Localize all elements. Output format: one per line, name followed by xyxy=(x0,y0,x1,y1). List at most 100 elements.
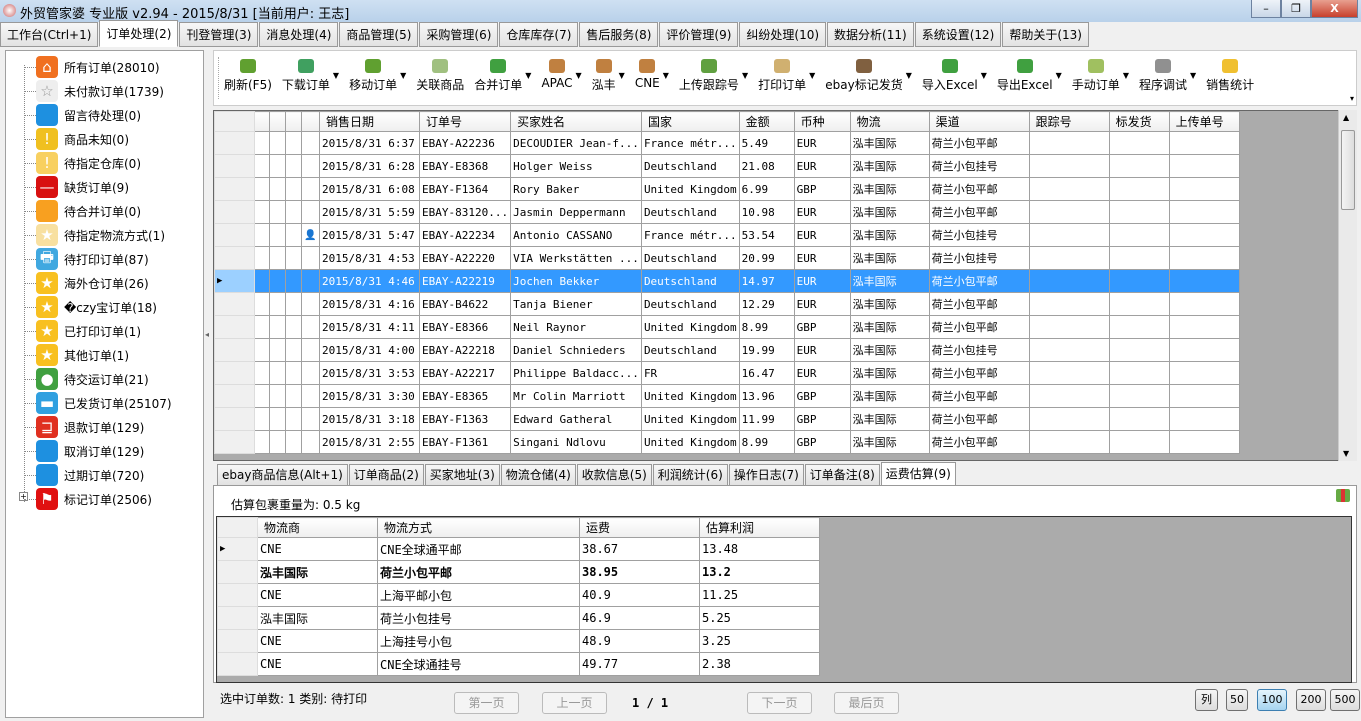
toolbar-button[interactable]: 销售统计 xyxy=(1206,59,1254,93)
table-row[interactable]: 泓丰国际 荷兰小包挂号 46.9 5.25 xyxy=(217,606,820,630)
sidebar-item[interactable]: ⌂ 所有订单(28010) xyxy=(36,55,160,79)
row-selector[interactable] xyxy=(214,430,255,454)
table-row[interactable]: 2015/8/31 4:00 EBAY-A22218 Daniel Schniede… xyxy=(214,338,1240,362)
toolbar-button[interactable]: ebay标记发货 xyxy=(825,59,903,93)
tab-9[interactable]: 纠纷处理(10) xyxy=(739,22,827,47)
expand-icon[interactable]: + xyxy=(19,492,28,501)
sidebar-item[interactable]: ! 商品未知(0) xyxy=(36,127,129,151)
row-selector[interactable]: ▶ xyxy=(217,537,258,561)
detail-tab-6[interactable]: 操作日志(7) xyxy=(728,464,804,486)
row-selector[interactable] xyxy=(217,652,258,676)
row-selector[interactable] xyxy=(214,315,255,339)
table-row[interactable]: 2015/8/31 3:53 EBAY-A22217 Philippe Baldac… xyxy=(214,361,1240,385)
next-page-button[interactable]: 下一页 xyxy=(747,692,812,714)
column-header[interactable]: 物流方式 xyxy=(377,517,580,538)
toolbar-button[interactable]: 打印订单 xyxy=(758,59,806,93)
row-selector[interactable] xyxy=(217,583,258,607)
dropdown-arrow-icon[interactable]: ▼ xyxy=(1122,71,1129,80)
table-row[interactable]: ▶ 2015/8/31 4:46 EBAY-A22219 Jochen Bekker D… xyxy=(214,269,1240,293)
toolbar-overflow-icon[interactable]: ▾ xyxy=(1349,94,1354,103)
tab-8[interactable]: 评价管理(9) xyxy=(659,22,739,47)
row-selector[interactable] xyxy=(214,223,255,247)
row-selector[interactable] xyxy=(214,177,255,201)
toolbar-button[interactable]: 移动订单 xyxy=(349,59,397,93)
table-row[interactable]: CNE CNE全球通挂号 49.77 2.38 xyxy=(217,652,820,676)
column-header[interactable] xyxy=(254,111,270,132)
dropdown-arrow-icon[interactable]: ▼ xyxy=(1055,71,1062,80)
prev-page-button[interactable]: 上一页 xyxy=(542,692,607,714)
detail-tab-3[interactable]: 物流仓储(4) xyxy=(500,464,576,486)
column-header[interactable]: 买家姓名 xyxy=(510,111,642,132)
toolbar-button[interactable]: APAC xyxy=(541,59,573,90)
splitter-handle[interactable]: ◂ xyxy=(205,330,210,339)
toolbar-button[interactable]: 关联商品 xyxy=(416,59,464,93)
table-row[interactable]: 2015/8/31 3:18 EBAY-F1363 Edward Gatheral U… xyxy=(214,407,1240,431)
close-button[interactable]: X xyxy=(1311,0,1358,18)
column-header[interactable] xyxy=(285,111,302,132)
tab-2[interactable]: 刊登管理(3) xyxy=(179,22,259,47)
column-header[interactable]: 跟踪号 xyxy=(1028,111,1110,132)
detail-tab-8[interactable]: 运费估算(9) xyxy=(880,462,956,486)
column-header[interactable] xyxy=(301,111,320,132)
column-header[interactable]: 上传单号 xyxy=(1168,111,1240,132)
tab-3[interactable]: 消息处理(4) xyxy=(259,22,339,47)
scroll-up-icon[interactable]: ▲ xyxy=(1343,113,1350,122)
sidebar-item[interactable]: ● 待交运订单(21) xyxy=(36,367,149,391)
sidebar-item[interactable]: — 缺货订单(9) xyxy=(36,175,129,199)
dropdown-arrow-icon[interactable]: ▼ xyxy=(525,71,532,80)
tab-4[interactable]: 商品管理(5) xyxy=(339,22,419,47)
toolbar-button[interactable]: 泓丰 xyxy=(592,59,616,93)
dropdown-arrow-icon[interactable]: ▼ xyxy=(905,71,912,80)
table-row[interactable]: 2015/8/31 4:16 EBAY-B4622 Tanja Biener Deut… xyxy=(214,292,1240,316)
tab-7[interactable]: 售后服务(8) xyxy=(579,22,659,47)
row-selector[interactable] xyxy=(214,384,255,408)
scroll-thumb[interactable] xyxy=(1341,130,1355,210)
scroll-down-icon[interactable]: ▼ xyxy=(1343,449,1350,458)
column-header[interactable]: 金额 xyxy=(738,111,795,132)
toolbar-button[interactable]: 刷新(F5) xyxy=(224,59,272,93)
toolbar-button[interactable]: 上传跟踪号 xyxy=(679,59,739,93)
toolbar-button[interactable]: 下载订单 xyxy=(282,59,330,93)
dropdown-arrow-icon[interactable]: ▼ xyxy=(618,71,625,80)
sidebar-item[interactable]: 🖶 待打印订单(87) xyxy=(36,247,149,271)
table-row[interactable]: 2015/8/31 6:08 EBAY-F1364 Rory Baker United… xyxy=(214,177,1240,201)
dropdown-arrow-icon[interactable]: ▼ xyxy=(980,71,987,80)
last-page-button[interactable]: 最后页 xyxy=(834,692,899,714)
sidebar-item[interactable]: 取消订单(129) xyxy=(36,439,144,463)
row-selector[interactable] xyxy=(214,246,255,270)
row-selector[interactable]: ▶ xyxy=(214,269,255,293)
dropdown-arrow-icon[interactable]: ▼ xyxy=(575,71,582,80)
sidebar-item[interactable]: ★ �czy宝订单(18) xyxy=(36,295,157,319)
toolbar-button[interactable]: 合并订单 xyxy=(474,59,522,93)
row-selector[interactable] xyxy=(214,131,255,155)
sidebar-item[interactable]: ⚑ 标记订单(2506) xyxy=(36,487,152,511)
column-header[interactable]: 标发货 xyxy=(1108,111,1170,132)
detail-tab-2[interactable]: 买家地址(3) xyxy=(424,464,500,486)
table-row[interactable]: 2015/8/31 5:59 EBAY-83120... Jasmin Depper… xyxy=(214,200,1240,224)
table-row[interactable]: ▶ CNE CNE全球通平邮 38.67 13.48 xyxy=(217,537,820,561)
column-header[interactable]: 国家 xyxy=(640,111,740,132)
sidebar-item[interactable]: 留言待处理(0) xyxy=(36,103,141,127)
sidebar-item[interactable]: ★ 待指定物流方式(1) xyxy=(36,223,165,247)
dropdown-arrow-icon[interactable]: ▼ xyxy=(662,71,669,80)
orders-vertical-scrollbar[interactable]: ▲ ▼ xyxy=(1338,110,1357,461)
row-selector[interactable] xyxy=(214,361,255,385)
detail-tab-1[interactable]: 订单商品(2) xyxy=(348,464,424,486)
table-row[interactable]: 2015/8/31 3:30 EBAY-E8365 Mr Colin Marriot… xyxy=(214,384,1240,408)
detail-tab-7[interactable]: 订单备注(8) xyxy=(804,464,880,486)
row-selector[interactable] xyxy=(214,292,255,316)
dropdown-arrow-icon[interactable]: ▼ xyxy=(400,71,407,80)
page-size-200-button[interactable]: 200 xyxy=(1296,689,1326,711)
first-page-button[interactable]: 第一页 xyxy=(454,692,519,714)
column-header[interactable]: 销售日期 xyxy=(319,111,420,132)
toolbar-button[interactable]: 手动订单 xyxy=(1072,59,1120,93)
toolbar-button[interactable]: CNE xyxy=(635,59,660,90)
sidebar-item[interactable]: 待合并订单(0) xyxy=(36,199,141,223)
tab-10[interactable]: 数据分析(11) xyxy=(827,22,914,47)
sidebar-item[interactable]: ☆ 未付款订单(1739) xyxy=(36,79,164,103)
dropdown-arrow-icon[interactable]: ▼ xyxy=(332,71,340,80)
tab-12[interactable]: 帮助关于(13) xyxy=(1002,22,1089,47)
sidebar-item[interactable]: ★ 其他订单(1) xyxy=(36,343,129,367)
toolbar-button[interactable]: 程序调试 xyxy=(1139,59,1187,93)
row-selector[interactable] xyxy=(217,560,258,584)
